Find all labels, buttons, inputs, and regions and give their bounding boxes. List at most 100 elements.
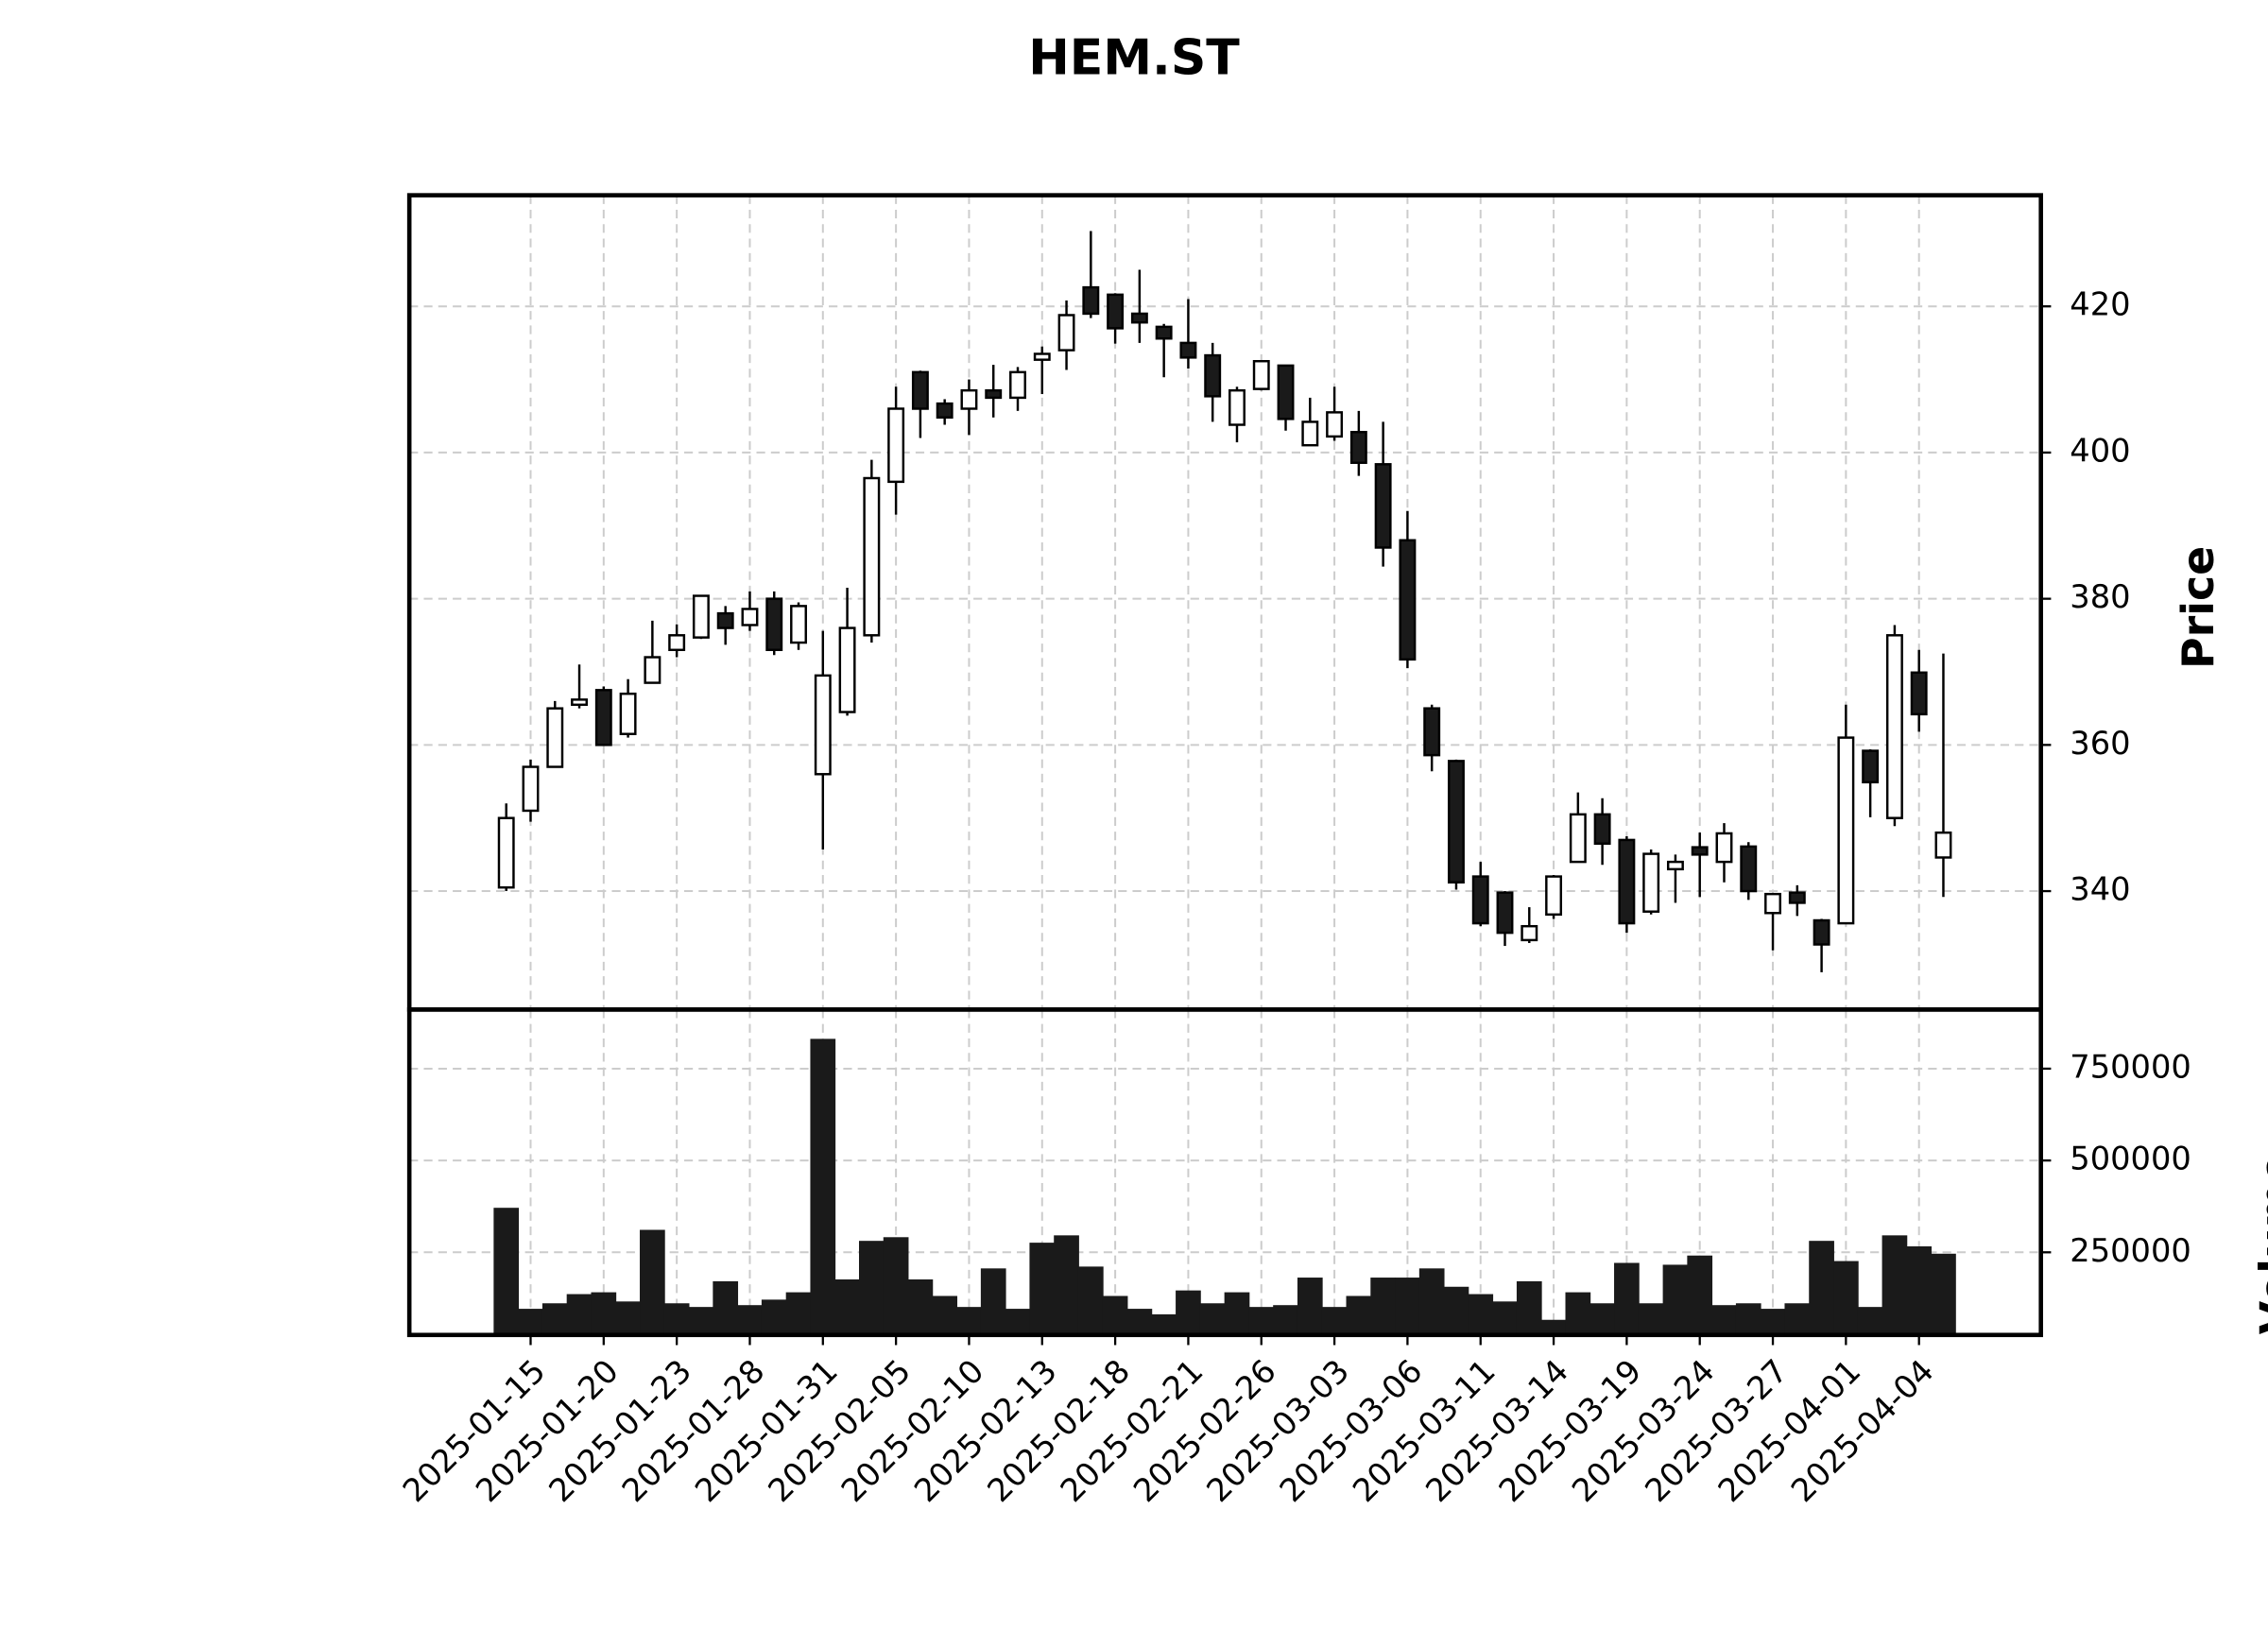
volume-bar — [493, 1208, 520, 1336]
volume-bar — [1516, 1280, 1542, 1336]
volume-bar — [1346, 1295, 1372, 1336]
volume-bar — [640, 1229, 665, 1336]
volume-bar — [566, 1294, 593, 1336]
volume-bar — [1029, 1243, 1056, 1336]
candle-body — [1277, 364, 1295, 420]
volume-bar — [737, 1305, 763, 1336]
y-tick-label: 380 — [2070, 578, 2130, 615]
candle-body — [1691, 846, 1709, 856]
plot-layer: 2025-01-152025-01-202025-01-232025-01-28… — [396, 195, 2191, 1509]
volume-bar — [834, 1278, 860, 1336]
volume-bar — [1809, 1241, 1834, 1336]
volume-bar — [1906, 1246, 1933, 1336]
y-tick-label: 340 — [2070, 871, 2130, 908]
candle-body — [1740, 845, 1758, 893]
candle-body — [1349, 431, 1367, 464]
candle-body — [985, 388, 1003, 400]
candle-body — [1130, 312, 1148, 324]
candle-body — [863, 476, 881, 637]
candle-body — [1009, 370, 1026, 400]
volume-bar — [1638, 1303, 1664, 1336]
candle-body — [1399, 539, 1417, 661]
candle-body — [838, 626, 856, 713]
volume-bar — [1711, 1305, 1737, 1336]
volume-bar — [1784, 1303, 1811, 1336]
candle-body — [497, 816, 515, 889]
volume-bar — [1468, 1294, 1494, 1336]
candle-body — [1423, 707, 1441, 757]
candle-body — [1910, 671, 1928, 716]
volume-bar — [761, 1299, 787, 1336]
candle-body — [1374, 463, 1392, 549]
volume-bar — [688, 1307, 714, 1336]
candle-body — [1934, 831, 1952, 859]
candle-body — [1107, 293, 1125, 330]
candle-body — [1666, 860, 1684, 871]
volume-bar — [1199, 1303, 1226, 1336]
candle-body — [765, 597, 783, 652]
candle-body — [1179, 341, 1197, 359]
candle-body — [1521, 924, 1538, 942]
y-axis-label: Price — [2173, 546, 2224, 669]
candle-body — [644, 656, 662, 684]
volume-bar — [956, 1307, 982, 1336]
volume-bar — [1735, 1303, 1761, 1336]
candle-body — [814, 674, 832, 776]
candle-body — [1496, 891, 1514, 935]
candle-body — [1862, 749, 1880, 784]
candle-body — [1569, 813, 1587, 864]
volume-bar — [1492, 1301, 1518, 1336]
volume-bar — [1370, 1278, 1396, 1336]
y2-axis-label: Volume — [2251, 1153, 2268, 1334]
candle-body — [1837, 736, 1855, 925]
volume-bar — [980, 1268, 1006, 1336]
candle-body — [1252, 360, 1270, 390]
candle-body — [594, 689, 612, 746]
candle-body — [692, 594, 710, 639]
volume-bar — [1248, 1307, 1275, 1336]
candle-body — [790, 605, 807, 644]
volume-bar — [932, 1295, 958, 1336]
candle-body — [936, 402, 954, 420]
candle-body — [1764, 892, 1781, 915]
candle-body — [1057, 314, 1075, 352]
candle-body — [1228, 388, 1246, 426]
candle-body — [1204, 353, 1222, 398]
volume-bar — [858, 1241, 885, 1336]
candle-body — [1448, 760, 1465, 884]
volume-bar — [1151, 1313, 1177, 1336]
volume-bar — [1321, 1307, 1348, 1336]
candle-body — [1885, 634, 1903, 819]
volume-bar — [1760, 1309, 1786, 1336]
volume-bar — [785, 1292, 812, 1336]
volume-bar — [541, 1303, 568, 1336]
volume-bar — [591, 1292, 617, 1336]
y-tick-label: 400 — [2070, 432, 2130, 469]
volume-bar — [1077, 1266, 1104, 1336]
volume-bar — [810, 1038, 836, 1336]
y-tick-label: 420 — [2070, 286, 2130, 323]
volume-bar — [1565, 1292, 1591, 1336]
volume-bar — [883, 1237, 909, 1336]
candle-body — [546, 707, 564, 768]
candle-body — [522, 765, 540, 813]
volume-panel-frame — [406, 1007, 2043, 1338]
volume-bar — [1126, 1309, 1153, 1336]
candle-body — [911, 370, 929, 410]
volume-bar — [1662, 1264, 1689, 1336]
volume-bar — [1881, 1235, 1908, 1336]
volume-bar — [1395, 1278, 1420, 1336]
y2-tick-label: 750000 — [2070, 1048, 2191, 1085]
chart-title: HEM.ST — [1028, 29, 1240, 86]
volume-bar — [1054, 1235, 1079, 1336]
volume-bar — [1224, 1292, 1250, 1336]
volume-bar — [1273, 1305, 1298, 1336]
candle-body — [1082, 285, 1100, 316]
y-tick-label: 360 — [2070, 725, 2130, 762]
candle-body — [1618, 838, 1636, 925]
candle-body — [619, 692, 637, 735]
volume-bar — [713, 1280, 739, 1336]
volume-bar — [663, 1303, 690, 1336]
candle-body — [1813, 918, 1830, 946]
